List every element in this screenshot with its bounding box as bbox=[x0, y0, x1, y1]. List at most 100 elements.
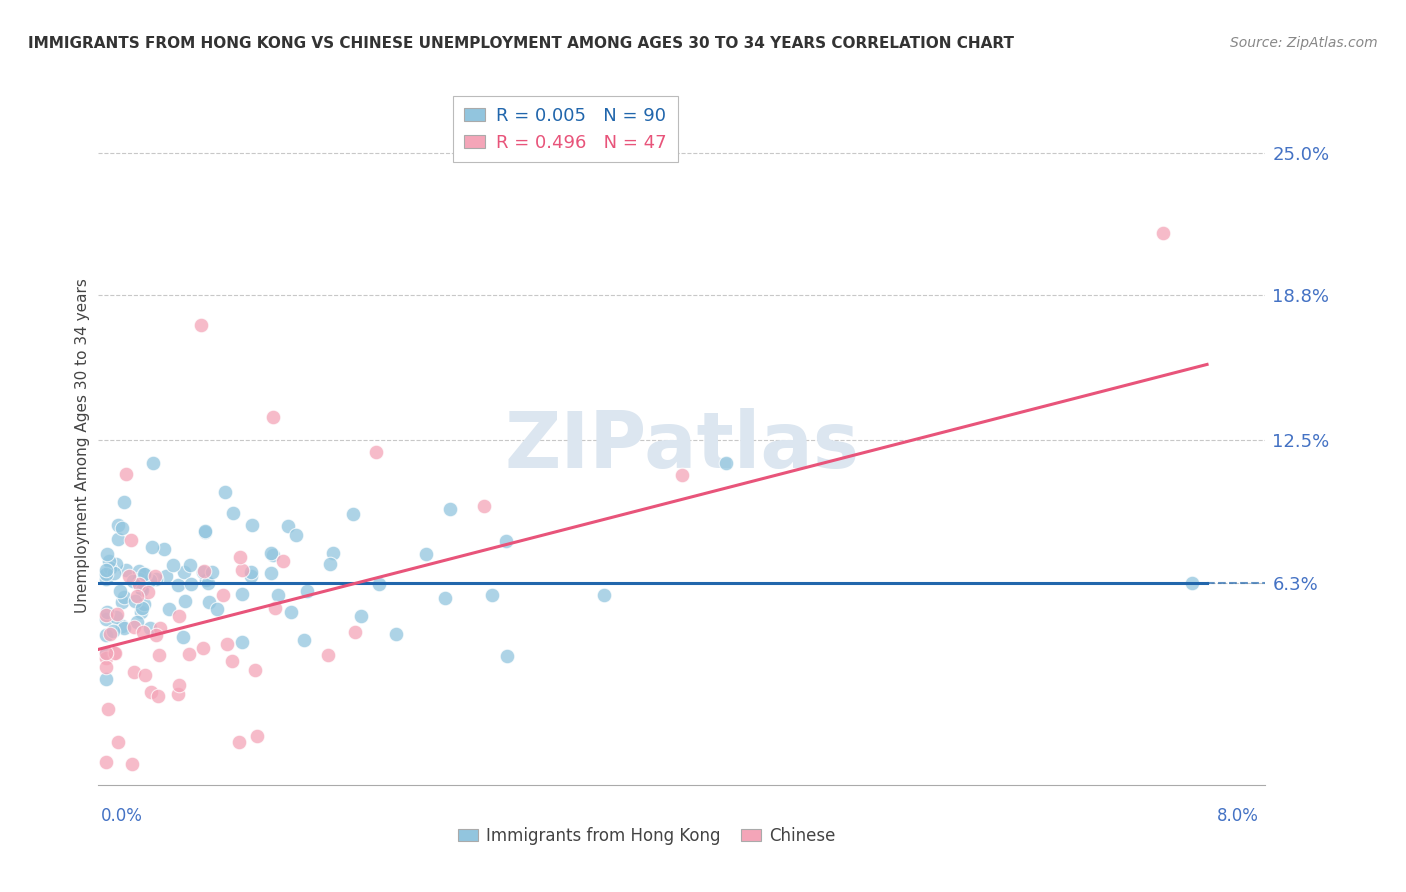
Point bbox=[292, 632, 315, 647]
Point bbox=[367, 576, 389, 591]
Point bbox=[212, 588, 235, 602]
Point bbox=[201, 565, 224, 579]
Point bbox=[94, 646, 117, 660]
Point bbox=[107, 532, 129, 546]
Point bbox=[434, 591, 457, 606]
Point bbox=[101, 624, 124, 639]
Point bbox=[145, 628, 167, 642]
Point bbox=[96, 547, 118, 561]
Point bbox=[94, 755, 117, 769]
Point bbox=[121, 757, 143, 772]
Point bbox=[112, 621, 135, 635]
Point bbox=[259, 566, 281, 581]
Point bbox=[350, 609, 373, 624]
Legend: Immigrants from Hong Kong, Chinese: Immigrants from Hong Kong, Chinese bbox=[451, 820, 842, 851]
Point bbox=[97, 702, 120, 716]
Point bbox=[139, 621, 162, 635]
Point bbox=[472, 500, 495, 514]
Text: 0.0%: 0.0% bbox=[101, 807, 143, 825]
Point bbox=[94, 647, 117, 661]
Point bbox=[231, 635, 253, 649]
Point bbox=[94, 608, 117, 623]
Point bbox=[167, 687, 190, 701]
Point bbox=[1181, 575, 1204, 590]
Point bbox=[105, 609, 128, 624]
Point bbox=[180, 577, 202, 591]
Point bbox=[198, 595, 221, 609]
Point bbox=[214, 485, 236, 500]
Point bbox=[240, 518, 263, 533]
Point bbox=[173, 565, 195, 579]
Point bbox=[131, 582, 153, 597]
Text: Source: ZipAtlas.com: Source: ZipAtlas.com bbox=[1230, 36, 1378, 50]
Point bbox=[148, 648, 170, 662]
Point bbox=[671, 467, 693, 482]
Point bbox=[167, 678, 190, 692]
Point bbox=[155, 569, 177, 583]
Point bbox=[148, 690, 170, 704]
Point bbox=[262, 548, 284, 562]
Point bbox=[229, 550, 252, 565]
Point bbox=[415, 547, 437, 561]
Point bbox=[205, 602, 228, 616]
Point bbox=[153, 542, 176, 557]
Point bbox=[107, 518, 129, 533]
Y-axis label: Unemployment Among Ages 30 to 34 years: Unemployment Among Ages 30 to 34 years bbox=[75, 278, 90, 614]
Point bbox=[159, 601, 181, 615]
Text: ZIPatlas: ZIPatlas bbox=[505, 408, 859, 484]
Point bbox=[125, 615, 148, 629]
Point bbox=[141, 540, 163, 554]
Point bbox=[197, 575, 219, 590]
Point bbox=[174, 594, 197, 608]
Point bbox=[246, 729, 269, 743]
Point bbox=[162, 558, 184, 573]
Point bbox=[267, 588, 290, 602]
Point bbox=[264, 601, 287, 615]
Point bbox=[94, 660, 117, 674]
Point bbox=[118, 569, 141, 583]
Point bbox=[100, 561, 122, 575]
Point bbox=[105, 607, 128, 622]
Point bbox=[134, 566, 156, 581]
Point bbox=[124, 594, 146, 608]
Point bbox=[231, 587, 253, 601]
Point bbox=[240, 565, 263, 579]
Point bbox=[1152, 227, 1174, 241]
Point bbox=[277, 518, 299, 533]
Point bbox=[262, 410, 284, 425]
Point bbox=[110, 584, 132, 599]
Point bbox=[134, 597, 156, 611]
Point bbox=[131, 600, 153, 615]
Point bbox=[280, 605, 302, 619]
Point bbox=[94, 612, 117, 626]
Point bbox=[239, 569, 262, 583]
Point bbox=[167, 609, 190, 624]
Point bbox=[124, 665, 146, 679]
Point bbox=[194, 524, 217, 538]
Point bbox=[364, 444, 387, 458]
Point bbox=[103, 646, 125, 660]
Point bbox=[295, 583, 318, 598]
Point bbox=[496, 648, 519, 663]
Point bbox=[167, 578, 190, 592]
Point bbox=[129, 606, 152, 620]
Point bbox=[94, 563, 117, 577]
Point bbox=[94, 672, 117, 686]
Point bbox=[129, 582, 152, 596]
Point bbox=[98, 554, 121, 568]
Point bbox=[125, 590, 148, 604]
Point bbox=[94, 567, 117, 582]
Point bbox=[104, 646, 127, 660]
Point bbox=[98, 626, 121, 640]
Point bbox=[344, 625, 367, 640]
Point bbox=[122, 620, 145, 634]
Point bbox=[177, 647, 200, 661]
Point bbox=[142, 456, 165, 470]
Point bbox=[190, 318, 212, 333]
Point bbox=[111, 521, 134, 535]
Point bbox=[495, 533, 517, 548]
Point bbox=[222, 507, 245, 521]
Point bbox=[107, 735, 129, 749]
Point bbox=[122, 574, 145, 588]
Point bbox=[243, 663, 266, 677]
